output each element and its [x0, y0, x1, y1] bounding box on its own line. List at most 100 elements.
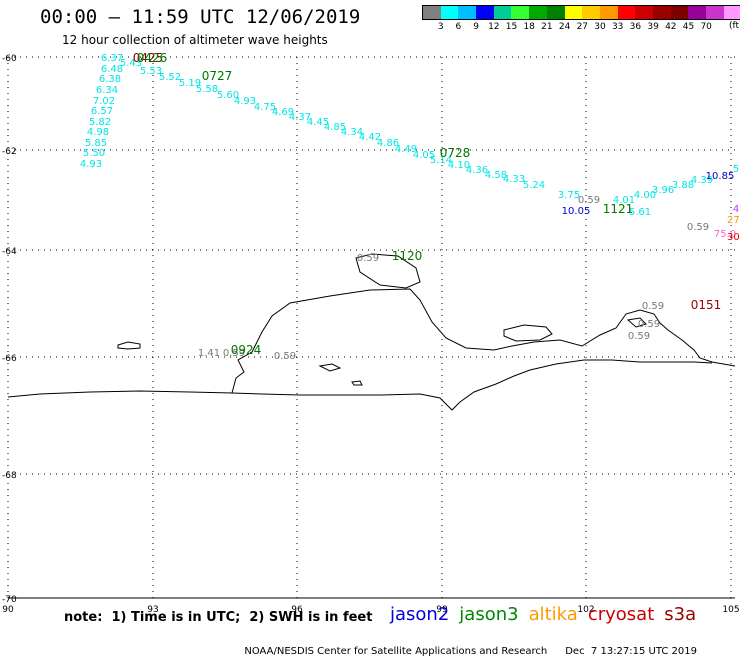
colorbar-label: 15 — [505, 22, 518, 32]
swh-observation: 0.59 — [223, 348, 245, 359]
swh-observation: 0.59 — [642, 301, 664, 312]
colorbar-swatch — [493, 6, 512, 19]
swh-observation: 5.61 — [629, 207, 651, 218]
mission-s3a: s3a — [664, 604, 697, 625]
colorbar-label: 9 — [473, 22, 479, 32]
swh-observation: 1.41 — [198, 348, 220, 359]
colorbar-swatch — [706, 6, 724, 19]
colorbar-label: 70 — [700, 22, 712, 32]
pass-time-label: 0426 — [137, 51, 168, 65]
swh-observation: 10.05 — [562, 206, 591, 217]
swh-observation: 5.60 — [217, 90, 239, 101]
island-east — [503, 324, 553, 342]
lat-label: -70 — [2, 595, 17, 605]
mission-altika: altika — [528, 604, 578, 625]
colorbar-label: 36 — [629, 22, 642, 32]
swh-observation: 5.24 — [523, 180, 545, 191]
footer-credit: NOAA/NESDIS Center for Satellite Applica… — [238, 635, 697, 657]
swh-observation: 4.42 — [359, 132, 381, 143]
colorbar-swatch — [529, 6, 547, 19]
swh-observation: 5.43 — [120, 58, 142, 69]
footer-note: note: 1) Time is in UTC; 2) SWH is in fe… — [64, 610, 373, 625]
swh-observation: 4.69 — [272, 107, 294, 118]
colorbar-label: 12 — [488, 22, 500, 32]
swh-observation: 4.45 — [307, 117, 329, 128]
swh-observation: 75.0 — [714, 229, 736, 240]
colorbar-swatch — [511, 6, 530, 19]
colorbar-swatch — [564, 6, 583, 19]
lon-label: 99 — [436, 605, 448, 615]
swh-observation: 5.85 — [85, 138, 107, 149]
colorbar-unit: (ft) — [729, 21, 740, 31]
swh-observation: 0.59 — [578, 195, 600, 206]
colorbar-label: 6 — [455, 22, 462, 32]
swh-observation: 5.82 — [89, 117, 111, 128]
colorbar-swatch — [635, 6, 653, 19]
lon-label: 93 — [147, 605, 158, 615]
pass-time-label: 1121 — [603, 202, 634, 216]
swh-observation: 0.59 — [274, 351, 296, 362]
colorbar-swatch — [670, 6, 689, 19]
swh-observation: 4.00 — [634, 190, 656, 201]
colorbar-swatch — [546, 6, 565, 19]
colorbar-swatch — [599, 6, 618, 19]
colorbar-labels: 3 6 9 12 15 18 21 24 27 30 33 36 39 42 45 70 — [422, 20, 740, 34]
swh-observation: 0.59 — [357, 253, 379, 264]
pass-time-label: 0151 — [691, 298, 722, 312]
generated-timestamp: Dec 7 13:27:15 UTC 2019 — [565, 646, 698, 657]
swh-observation: 5.53 — [140, 66, 162, 77]
colorbar-label: 45 — [682, 22, 695, 32]
swh-observation: 4.36 — [466, 165, 488, 176]
pass-time-label: 1120 — [392, 249, 423, 263]
swh-observation: 0.59 — [687, 222, 709, 233]
colorbar-label: 3 — [437, 22, 444, 32]
swh-observation: 6.57 — [91, 106, 113, 117]
swh-observation: 3.75 — [558, 190, 580, 201]
lat-label: -60 — [2, 54, 17, 64]
swh-observation: 5.14 — [430, 155, 452, 166]
colorbar-swatch — [688, 6, 706, 19]
swh-observation: 7.02 — [93, 96, 115, 107]
swh-observation: 4.98 — [87, 127, 109, 138]
colorbar-swatch — [723, 6, 740, 19]
swh-observation: 27. — [727, 215, 740, 226]
colorbar-swatch — [458, 6, 477, 19]
pass-time-label: 0727 — [202, 69, 233, 83]
swh-observation: 10.85 — [706, 171, 735, 182]
swh-observation: 4.10 — [448, 160, 470, 171]
colorbar-swatch — [652, 6, 671, 19]
credit-text: NOAA/NESDIS Center for Satellite Applica… — [244, 646, 548, 657]
mission-legend: jason2 jason3 altika cryosat s3a — [390, 604, 706, 625]
colorbar-swatches — [422, 5, 740, 20]
swh-observation: 4.58 — [485, 170, 507, 181]
page-subtitle: 12 hour collection of altimeter wave hei… — [62, 33, 328, 47]
swh-observation: 4.93 — [80, 159, 102, 170]
mission-jason3: jason3 — [459, 604, 519, 625]
antarctic-coastline — [7, 253, 736, 411]
colorbar-swatch — [476, 6, 494, 19]
colorbar-swatch — [617, 6, 636, 19]
swh-observation: 6.38 — [99, 74, 121, 85]
colorbar-label: 27 — [576, 22, 589, 32]
altimeter-tracks: 6.376.486.386.347.026.575.824.985.855.50… — [80, 51, 740, 362]
swh-observation: 3.88 — [672, 180, 694, 191]
lon-label: 96 — [291, 605, 303, 615]
pass-time-label: 0728 — [440, 146, 471, 160]
colorbar-label: 21 — [541, 22, 553, 32]
swh-observation: 4.39 — [691, 175, 713, 186]
swh-observation: 4 — [733, 204, 739, 215]
swh-observation: 5.52 — [159, 72, 181, 83]
pass-time-label: 0425 — [133, 51, 164, 65]
swh-observation: 5.58 — [196, 84, 218, 95]
swh-observation: 6.48 — [101, 64, 123, 75]
swh-observation: 4.34 — [341, 127, 363, 138]
swh-observation: 4.33 — [503, 174, 525, 185]
swh-observation: 4.05 — [413, 150, 435, 161]
colorbar-label: 18 — [523, 22, 535, 32]
lon-label: 90 — [2, 605, 14, 615]
lon-label: 102 — [577, 605, 594, 615]
lat-label: -64 — [2, 247, 17, 257]
swh-observation: 0.59 — [638, 319, 660, 330]
